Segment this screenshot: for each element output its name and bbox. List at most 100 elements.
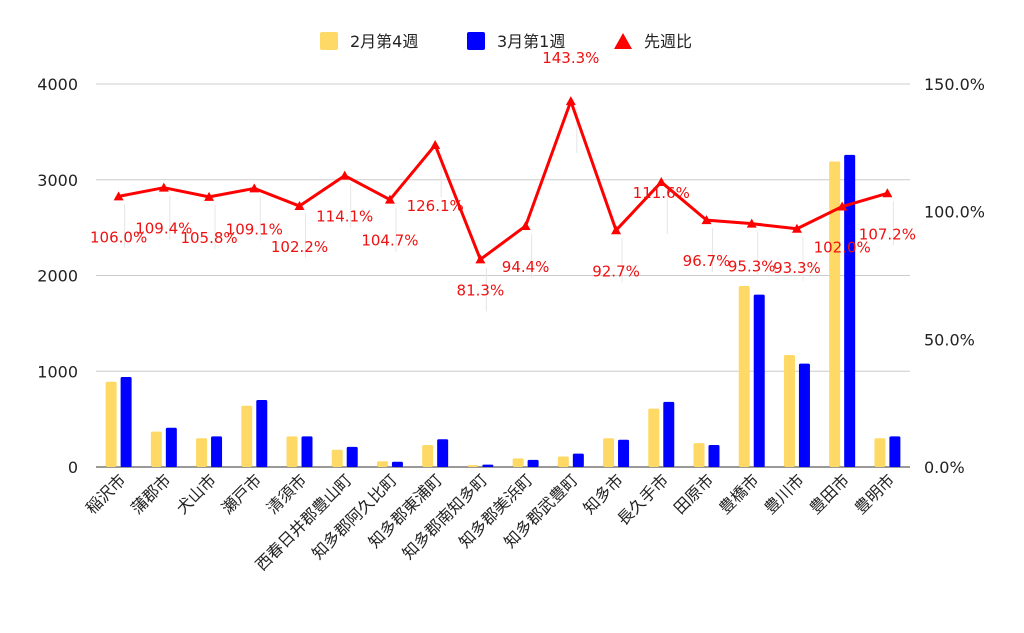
ratio-marker xyxy=(837,201,848,211)
category-label: 瀬戸市 xyxy=(218,470,265,517)
bar-week1 xyxy=(889,436,901,467)
ratio-data-label: 102.0% xyxy=(814,239,871,257)
ratio-line: 106.0%109.4%105.8%109.1%102.2% 114.1% 104.… xyxy=(90,49,916,299)
axis-labels: 0 1000 2000 3000 4000 0.0% 50.0% 100.0% 150.0% 稲沢… xyxy=(37,75,985,574)
ratio-data-label: 81.3% xyxy=(457,281,505,299)
bar-week4 xyxy=(286,436,298,467)
legend-marker xyxy=(614,33,632,49)
category-label: 犬山市 xyxy=(172,470,219,517)
legend-label: 2月第4週 xyxy=(350,32,418,51)
ratio-marker xyxy=(701,215,712,225)
legend: 2月第4週 3月第1週 先週比 xyxy=(320,32,692,51)
bar-week4 xyxy=(738,286,750,467)
ratio-data-label: 109.1% xyxy=(226,220,283,238)
y-left-tick-label: 3000 xyxy=(37,171,78,190)
ratio-marker xyxy=(791,223,802,233)
bar-week4 xyxy=(603,438,615,467)
bar-week1 xyxy=(437,439,449,467)
bar-week1 xyxy=(301,436,313,467)
bar-week4 xyxy=(648,408,660,467)
bar-week4 xyxy=(467,465,479,467)
bar-week1 xyxy=(844,154,856,468)
bar-week4 xyxy=(105,381,117,467)
category-label: 田原市 xyxy=(670,470,717,517)
ratio-marker xyxy=(475,254,486,264)
ratio-marker xyxy=(746,218,757,228)
bar-week1 xyxy=(482,464,494,467)
ratio-data-label: 109.4% xyxy=(135,220,192,238)
gridlines xyxy=(96,83,910,468)
y-left-tick-label: 4000 xyxy=(37,75,78,94)
bar-week1 xyxy=(753,294,765,467)
bar-week1 xyxy=(708,444,720,467)
bar-week4 xyxy=(331,449,343,467)
ratio-data-label: 106.0% xyxy=(90,228,147,246)
category-label: 蒲郡市 xyxy=(127,470,174,517)
bar-week4 xyxy=(829,161,841,467)
bar-week1 xyxy=(798,363,810,467)
ratio-data-label: 96.7% xyxy=(683,252,731,270)
category-label: 豊川市 xyxy=(760,470,807,517)
ratio-marker xyxy=(294,201,305,211)
bar-week4 xyxy=(512,458,524,467)
bar-week4 xyxy=(150,431,162,467)
legend-swatch xyxy=(320,32,338,50)
bar-week1 xyxy=(165,427,177,467)
bars xyxy=(105,154,901,468)
bar-week1 xyxy=(663,401,675,467)
ratio-line-path xyxy=(118,99,888,261)
ratio-marker xyxy=(158,182,169,192)
bar-week4 xyxy=(422,444,434,467)
ratio-marker xyxy=(656,177,667,187)
bar-week4 xyxy=(196,438,208,467)
bar-week1 xyxy=(391,461,403,467)
ratio-data-label: 143.3% xyxy=(542,49,599,67)
ratio-data-label: 107.2% xyxy=(859,225,916,243)
ratio-data-label: 105.8% xyxy=(180,229,237,247)
category-label: 稲沢市 xyxy=(82,470,129,517)
bar-week4 xyxy=(241,405,253,467)
category-label: 豊明市 xyxy=(851,470,898,517)
y-right-tick-label: 100.0% xyxy=(924,203,985,222)
bar-week1 xyxy=(572,453,584,467)
bar-week4 xyxy=(693,443,705,467)
ratio-marker xyxy=(384,194,395,204)
ratio-marker xyxy=(611,225,622,235)
legend-swatch xyxy=(467,32,485,50)
ratio-marker xyxy=(430,140,441,150)
bar-week4 xyxy=(376,461,388,467)
bar-week1 xyxy=(256,399,268,467)
ratio-marker xyxy=(882,188,893,198)
category-label: 豊橋市 xyxy=(715,470,762,517)
bar-week1 xyxy=(527,459,539,467)
y-left-tick-label: 2000 xyxy=(37,267,78,286)
bar-week4 xyxy=(557,456,569,467)
ratio-marker xyxy=(204,191,215,201)
bar-week4 xyxy=(874,438,886,467)
bar-week1 xyxy=(120,376,132,467)
ratio-data-label: 94.4% xyxy=(502,258,550,276)
bar-week1 xyxy=(211,436,223,467)
ratio-data-label: 114.1% xyxy=(316,208,373,226)
y-left-tick-label: 1000 xyxy=(37,362,78,381)
bar-week1 xyxy=(618,439,630,467)
ratio-marker xyxy=(520,220,531,230)
ratio-data-label: 93.3% xyxy=(773,259,821,277)
ratio-data-label: 126.1% xyxy=(407,197,464,215)
ratio-data-label: 104.7% xyxy=(361,232,418,250)
ratio-data-label: 95.3% xyxy=(728,258,776,276)
ratio-marker xyxy=(249,183,260,193)
legend-label: 先週比 xyxy=(644,32,692,51)
ratio-data-label: 111.6% xyxy=(633,184,690,202)
y-right-tick-label: 150.0% xyxy=(924,75,985,94)
ratio-data-label: 102.2% xyxy=(271,238,328,256)
category-label: 豊田市 xyxy=(806,470,853,517)
bar-week1 xyxy=(346,446,358,467)
legend-label: 3月第1週 xyxy=(497,32,565,51)
ratio-marker xyxy=(565,96,576,106)
ratio-data-label: 92.7% xyxy=(592,262,640,280)
y-right-tick-label: 50.0% xyxy=(924,330,975,349)
ratio-marker xyxy=(113,191,124,201)
